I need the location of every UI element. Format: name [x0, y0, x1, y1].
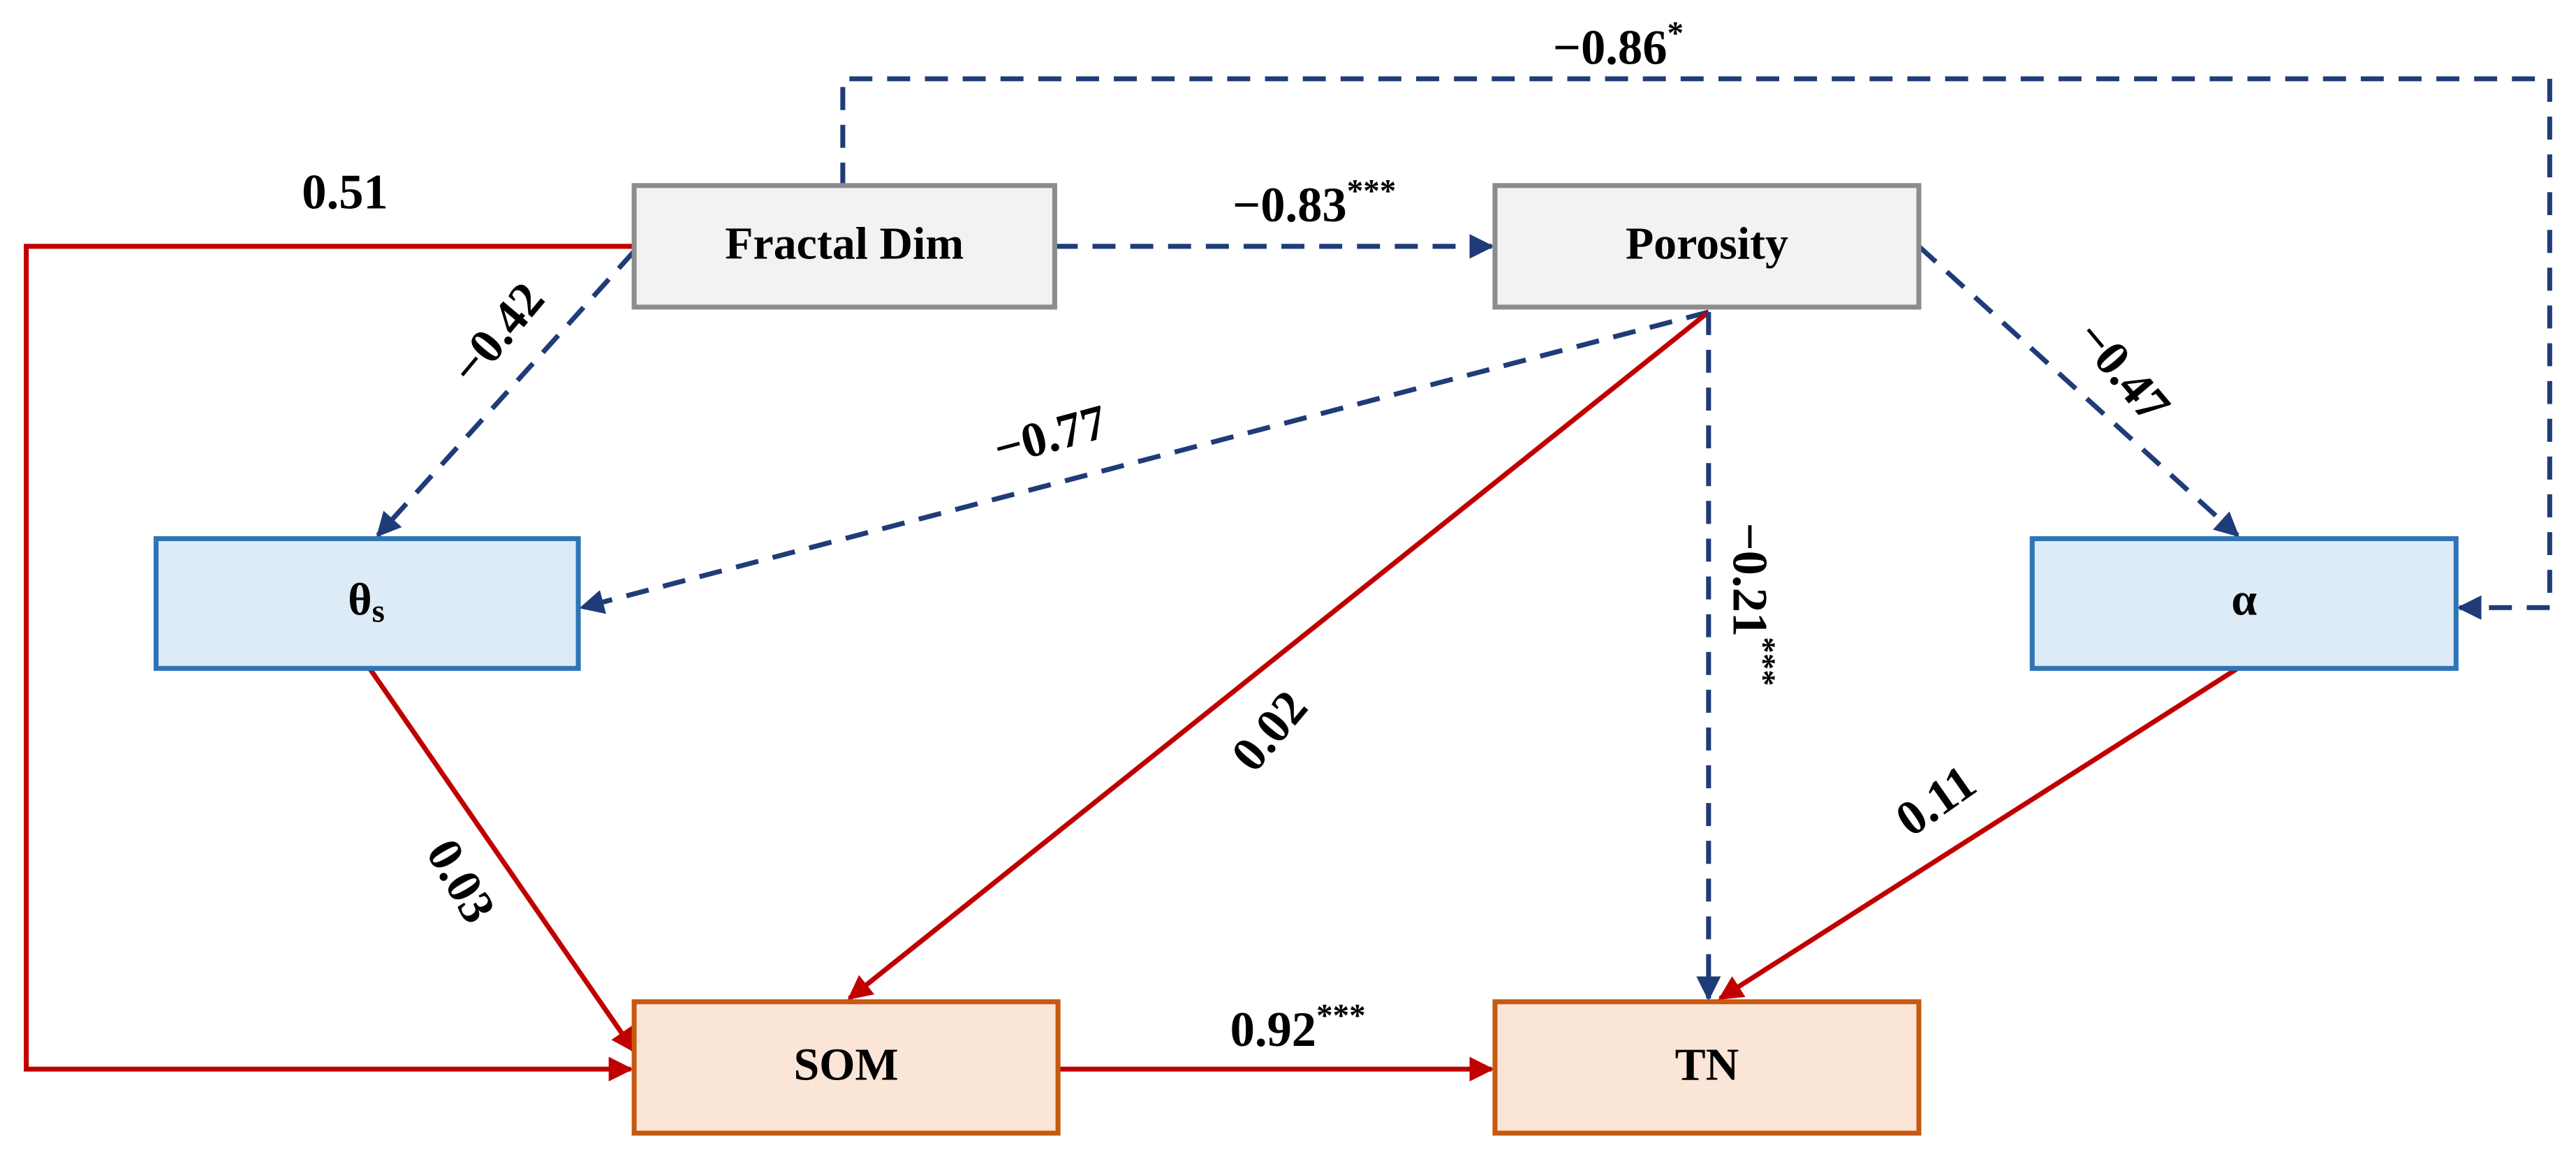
node-box — [153, 536, 581, 671]
edge-line — [1917, 244, 2239, 538]
node-box — [1492, 999, 1922, 1136]
edge-label: 0.51 — [302, 165, 388, 219]
edge-label: −0.21*** — [1722, 522, 1782, 686]
node-box — [2029, 536, 2459, 671]
edge-label: −0.86* — [1553, 15, 1684, 75]
edge-label: 0.11 — [1886, 755, 1986, 847]
edge-significance: *** — [1316, 997, 1366, 1033]
node-box — [1492, 183, 1922, 310]
edge-significance: * — [1667, 15, 1684, 52]
edge-label: 0.92 — [1230, 1003, 1316, 1057]
edge-line — [579, 309, 1709, 614]
edge-line — [376, 249, 636, 538]
edge-label: −0.47 — [2066, 310, 2181, 433]
edge-significance: *** — [1347, 172, 1397, 209]
node-label: θs — [348, 575, 385, 630]
node-label: θ — [348, 575, 371, 626]
edge-label: 0.92*** — [1230, 997, 1366, 1057]
edge-line — [1718, 666, 2239, 1001]
edge-significance: *** — [1746, 637, 1782, 686]
node-label: Fractal Dim — [725, 218, 964, 269]
node-subscript: s — [372, 593, 385, 629]
edge-label: −0.42 — [440, 272, 555, 395]
edge-label: −0.83*** — [1232, 172, 1396, 233]
node-box — [631, 999, 1061, 1136]
node-label: TN — [1675, 1039, 1739, 1090]
edge-line — [24, 244, 635, 1082]
edge-label: −0.21 — [1722, 522, 1776, 637]
edge-label: −0.86 — [1553, 20, 1668, 75]
edge-line — [367, 667, 637, 1054]
edge-line — [847, 310, 1710, 1001]
edge-line — [840, 76, 2552, 620]
edge-label: −0.83 — [1232, 178, 1347, 233]
node-label: SOM — [794, 1039, 899, 1090]
edge-label: 0.02 — [1221, 681, 1318, 782]
node-label: α — [2231, 575, 2257, 626]
edge-label: −0.77 — [988, 394, 1112, 477]
node-label: Porosity — [1626, 218, 1788, 269]
node-box — [631, 183, 1057, 310]
